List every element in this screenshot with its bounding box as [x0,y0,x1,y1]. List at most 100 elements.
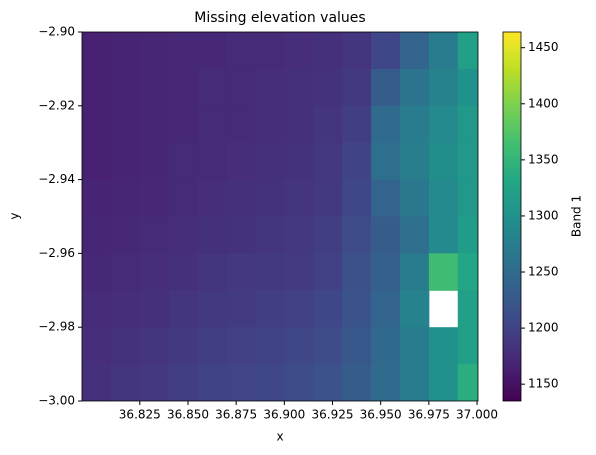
cell [342,253,372,291]
cell [371,327,401,365]
cell [139,364,170,401]
cell [197,327,228,365]
cell [313,179,343,217]
cell [428,216,459,254]
cell [168,364,199,401]
cell [457,216,478,254]
cell [457,290,478,328]
cell [342,327,372,365]
cell [110,68,141,107]
cell [342,32,372,70]
colorbar-tick-label: 1200 [528,321,559,335]
cell [428,253,459,291]
colorbar-tick-label: 1350 [528,152,559,166]
plot-frame [81,31,479,402]
cell [255,68,285,107]
y-tick-label: −2.92 [38,98,75,112]
cell [457,253,478,291]
cell [313,327,343,365]
cell [371,105,401,144]
cell [255,327,285,365]
cell [313,364,343,401]
cell [313,253,343,291]
cell [139,179,170,217]
cell [168,105,199,144]
cell [342,290,372,328]
cell [168,216,199,254]
x-tick-label: 36.850 [167,408,209,422]
cell [284,105,314,144]
cell [284,32,314,70]
cell [197,32,228,70]
y-tick-label: −3.00 [38,394,75,408]
cell [313,290,343,328]
cell [457,179,478,217]
cell [226,253,256,291]
cell [168,253,199,291]
cell [399,253,430,291]
chart-title: Missing elevation values [194,10,365,26]
colorbar-tick-label: 1450 [528,40,559,54]
cell [226,142,256,181]
colorbar-tick-label: 1400 [528,96,559,110]
cell [428,364,459,401]
cell [428,68,459,107]
cell [197,253,228,291]
cell [428,327,459,365]
cell [110,327,141,365]
cell [255,105,285,144]
cell [342,179,372,217]
cell [82,32,112,70]
cell [284,179,314,217]
cell [399,327,430,365]
cell [226,32,256,70]
cell [82,179,112,217]
cell [139,142,170,181]
cell [110,290,141,328]
colorbar-tick-label: 1300 [528,208,559,222]
cell [428,179,459,217]
cell [371,216,401,254]
cell [168,68,199,107]
cell [313,142,343,181]
cell [139,216,170,254]
cell [139,32,170,70]
cell [284,216,314,254]
cell [313,105,343,144]
cell [342,216,372,254]
cell [284,68,314,107]
cell [371,253,401,291]
x-tick-label: 36.825 [119,408,161,422]
cell [82,327,112,365]
x-tick-label: 36.900 [263,408,305,422]
colorbar-tick-label: 1250 [528,265,559,279]
cell [313,216,343,254]
cell [457,32,478,70]
cell [110,364,141,401]
cell [226,364,256,401]
y-tick-label: −2.90 [38,25,75,39]
cell [110,142,141,181]
cell [168,290,199,328]
cell [255,32,285,70]
cell [168,32,199,70]
colorbar-tick-label: 1150 [528,377,559,391]
cell [399,68,430,107]
cell [284,253,314,291]
x-tick-label: 36.950 [360,408,402,422]
cell [110,216,141,254]
cell [139,68,170,107]
cell [371,290,401,328]
cell [197,216,228,254]
cell [82,253,112,291]
cell [255,179,285,217]
cell [139,253,170,291]
cell [457,364,478,401]
cell [399,105,430,144]
cell [457,142,478,181]
cell [255,142,285,181]
cell [371,179,401,217]
cell [82,216,112,254]
cell [284,290,314,328]
